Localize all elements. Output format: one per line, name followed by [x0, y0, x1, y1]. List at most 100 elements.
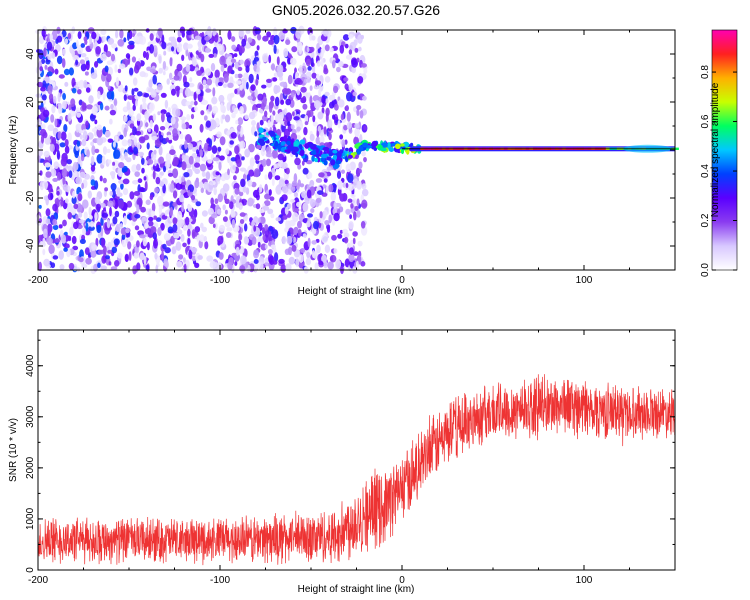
noise-blob	[37, 105, 42, 110]
noise-blob	[60, 131, 67, 141]
noise-blob	[64, 145, 70, 154]
noise-blob	[199, 163, 207, 172]
noise-blob	[343, 124, 348, 131]
noise-blob	[352, 237, 356, 245]
noise-blob	[62, 176, 66, 186]
noise-blob	[345, 54, 353, 60]
noise-blob	[310, 57, 314, 67]
noise-blob	[255, 203, 261, 210]
noise-blob	[84, 173, 90, 180]
noise-blob	[51, 52, 56, 59]
noise-blob	[342, 34, 350, 41]
noise-blob	[285, 98, 292, 106]
noise-blob	[359, 110, 364, 119]
noise-blob	[355, 260, 359, 270]
noise-blob	[262, 53, 268, 63]
noise-blob	[266, 78, 272, 83]
noise-blob	[349, 247, 354, 255]
noise-blob	[354, 205, 359, 212]
noise-blob	[158, 29, 163, 39]
noise-blob	[102, 35, 106, 43]
noise-blob	[226, 227, 233, 232]
noise-blob	[104, 130, 111, 138]
noise-blob	[80, 53, 87, 58]
noise-blob	[338, 61, 344, 68]
noise-blob	[287, 74, 293, 85]
noise-blob	[58, 224, 63, 229]
noise-blob	[119, 223, 124, 230]
noise-blob	[253, 259, 259, 264]
noise-blob	[193, 208, 198, 218]
noise-blob	[56, 55, 63, 65]
noise-blob	[106, 73, 112, 83]
noise-blob	[313, 220, 319, 230]
noise-blob	[67, 212, 73, 220]
noise-blob	[95, 31, 100, 41]
noise-blob	[287, 203, 292, 209]
noise-blob	[332, 114, 336, 120]
noise-blob	[256, 144, 262, 150]
noise-blob	[111, 43, 118, 49]
noise-blob	[317, 253, 323, 263]
noise-blob	[194, 35, 201, 41]
noise-blob	[281, 235, 287, 245]
noise-blob	[79, 59, 85, 65]
noise-blob	[242, 186, 247, 193]
noise-blob	[131, 139, 135, 148]
noise-blob	[353, 39, 358, 46]
noise-blob	[117, 167, 123, 177]
noise-blob	[199, 149, 203, 158]
noise-blob	[88, 215, 93, 220]
noise-blob	[341, 139, 346, 148]
noise-blob	[238, 202, 243, 210]
noise-blob	[265, 158, 271, 167]
noise-blob	[352, 231, 358, 237]
noise-blob	[111, 188, 116, 199]
colorbar-tick-label: 0.8	[700, 65, 711, 79]
noise-blob	[277, 153, 285, 161]
noise-blob	[363, 68, 368, 74]
noise-blob	[183, 257, 186, 263]
noise-blob	[136, 240, 140, 248]
transition-blob	[345, 147, 349, 152]
noise-blob	[321, 135, 325, 144]
noise-blob	[106, 60, 114, 66]
noise-blob	[361, 188, 369, 197]
noise-blob	[345, 105, 349, 111]
noise-blob	[280, 264, 287, 273]
noise-blob	[327, 261, 334, 270]
noise-blob	[176, 63, 183, 72]
noise-blob	[302, 167, 309, 175]
noise-blob	[232, 165, 236, 171]
noise-blob	[107, 249, 113, 254]
noise-blob	[38, 149, 43, 157]
noise-blob	[272, 110, 276, 116]
noise-blob	[205, 120, 211, 128]
noise-blob	[43, 150, 50, 158]
noise-blob	[125, 53, 131, 59]
noise-blob	[284, 206, 289, 215]
noise-blob	[187, 228, 191, 237]
noise-blob	[333, 201, 337, 210]
noise-blob	[139, 234, 146, 239]
noise-blob	[129, 134, 136, 140]
spectrogram-xtick-label: -100	[210, 275, 230, 286]
noise-blob	[311, 35, 316, 41]
noise-blob	[101, 237, 106, 248]
noise-blob	[133, 191, 141, 196]
noise-blob	[276, 56, 280, 66]
noise-blob	[94, 119, 98, 125]
noise-blob	[273, 34, 280, 45]
noise-blob	[90, 179, 96, 186]
noise-blob	[109, 109, 116, 116]
noise-blob	[336, 66, 341, 73]
noise-blob	[297, 163, 302, 170]
noise-blob	[211, 105, 219, 114]
noise-blob	[271, 149, 278, 159]
noise-blob	[347, 173, 354, 184]
noise-blob	[268, 39, 274, 45]
noise-blob	[96, 136, 104, 146]
noise-blob	[334, 103, 339, 111]
noise-blob	[206, 78, 213, 86]
noise-blob	[233, 107, 238, 115]
